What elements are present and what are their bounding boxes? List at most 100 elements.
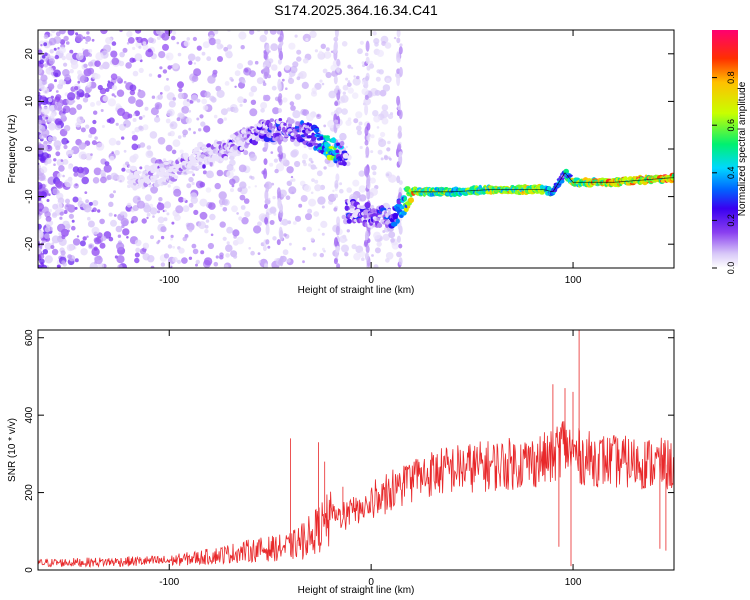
heatmap-speckle (386, 147, 391, 152)
heatmap-speckle (60, 250, 66, 256)
heatmap-speckle (48, 122, 56, 131)
heatmap-speckle (225, 50, 233, 58)
heatmap-speckle (38, 191, 44, 199)
heatmap-speckle (59, 211, 64, 216)
heatmap-speckle (188, 127, 192, 131)
heatmap-speckle (240, 205, 246, 210)
heatmap-speckle (272, 107, 280, 115)
heatmap-speckle (150, 235, 154, 240)
heatmap-speckle (41, 129, 50, 137)
heatmap-speckle (294, 93, 302, 100)
heatmap-speckle (38, 223, 42, 230)
heatmap-speckle (108, 212, 113, 217)
heatmap-ridge-cell (191, 163, 198, 166)
heatmap-speckle (285, 195, 291, 200)
heatmap-speckle (107, 98, 116, 107)
heatmap-ridge-cell (387, 208, 391, 212)
heatmap-speckle (48, 98, 53, 103)
heatmap-speckle (100, 30, 108, 35)
heatmap-speckle (162, 158, 167, 162)
heatmap-speckle (393, 36, 397, 40)
heatmap-speckle (41, 106, 50, 115)
heatmap-streak (396, 37, 401, 44)
heatmap-ridge-cell (304, 125, 310, 129)
heatmap-speckle (240, 45, 245, 50)
heatmap-speckle (105, 87, 110, 92)
heatmap-speckle (196, 117, 200, 121)
heatmap-speckle (158, 197, 163, 202)
heatmap-streak (398, 109, 403, 120)
heatmap-speckle (97, 209, 101, 213)
heatmap-speckle (187, 53, 196, 62)
heatmap-streak (397, 143, 402, 151)
heatmap-speckle (52, 203, 59, 210)
heatmap-speckle (323, 124, 327, 128)
heatmap-speckle (190, 196, 198, 204)
heatmap-speckle (208, 202, 216, 210)
x-tick-label: -100 (159, 577, 179, 588)
heatmap-streak (335, 245, 340, 253)
heatmap-speckle (116, 89, 125, 97)
heatmap-streak (264, 140, 269, 151)
heatmap-speckle (172, 139, 181, 148)
heatmap-speckle (43, 34, 49, 39)
heatmap-streak (396, 74, 401, 87)
heatmap-speckle (105, 37, 113, 45)
heatmap-speckle (350, 66, 354, 70)
heatmap-speckle (61, 55, 66, 61)
heatmap-streak (365, 146, 370, 158)
heatmap-speckle (269, 30, 277, 35)
heatmap-speckle (327, 119, 336, 129)
heatmap-streak (333, 75, 338, 85)
heatmap-speckle (163, 253, 170, 259)
heatmap-speckle (292, 61, 299, 68)
heatmap-speckle (94, 60, 101, 67)
heatmap-speckle (353, 252, 361, 261)
heatmap-speckle (85, 35, 92, 42)
heatmap-speckle (90, 153, 93, 156)
heatmap-speckle (86, 82, 92, 88)
heatmap-speckle (356, 75, 360, 80)
heatmap-speckle (135, 247, 141, 253)
heatmap-speckle (77, 197, 82, 202)
heatmap-ridge-cell (216, 141, 223, 145)
heatmap-streak (276, 187, 281, 198)
heatmap-ridge-cell (339, 140, 345, 147)
heatmap-streak (279, 50, 283, 61)
heatmap-ridge-cell (271, 127, 275, 133)
heatmap-speckle (129, 57, 135, 63)
heatmap-speckle (172, 30, 177, 35)
heatmap-speckle (126, 236, 129, 239)
heatmap-speckle (128, 165, 131, 168)
heatmap-speckle (58, 232, 62, 236)
heatmap-speckle (168, 100, 176, 108)
heatmap-speckle (222, 236, 227, 241)
heatmap-speckle (294, 160, 301, 168)
heatmap-speckle (345, 145, 348, 149)
heatmap-speckle (113, 190, 116, 194)
heatmap-speckle (98, 262, 105, 268)
heatmap-speckle (101, 125, 105, 128)
heatmap-speckle (383, 155, 389, 161)
colorbar-tick-label: 0.8 (726, 71, 736, 84)
heatmap-speckle (256, 77, 264, 85)
heatmap-speckle (204, 224, 209, 229)
heatmap-speckle (298, 71, 307, 79)
heatmap-speckle (317, 51, 326, 60)
heatmap-speckle (159, 159, 162, 162)
heatmap-streak (335, 85, 340, 91)
heatmap-speckle (94, 136, 98, 140)
heatmap-speckle (238, 216, 243, 221)
heatmap-speckle (108, 236, 114, 242)
heatmap-speckle (159, 66, 163, 70)
heatmap-speckle (58, 237, 67, 246)
heatmap-speckle (100, 109, 104, 112)
heatmap-ridge-cell (404, 186, 411, 191)
heatmap-speckle (286, 258, 291, 263)
colorbar-tick-label: 0.0 (726, 262, 736, 275)
heatmap-speckle (57, 264, 61, 268)
heatmap-speckle (163, 85, 171, 92)
heatmap-speckle (321, 205, 325, 209)
heatmap-speckle (184, 234, 189, 238)
heatmap-speckle (282, 97, 288, 103)
